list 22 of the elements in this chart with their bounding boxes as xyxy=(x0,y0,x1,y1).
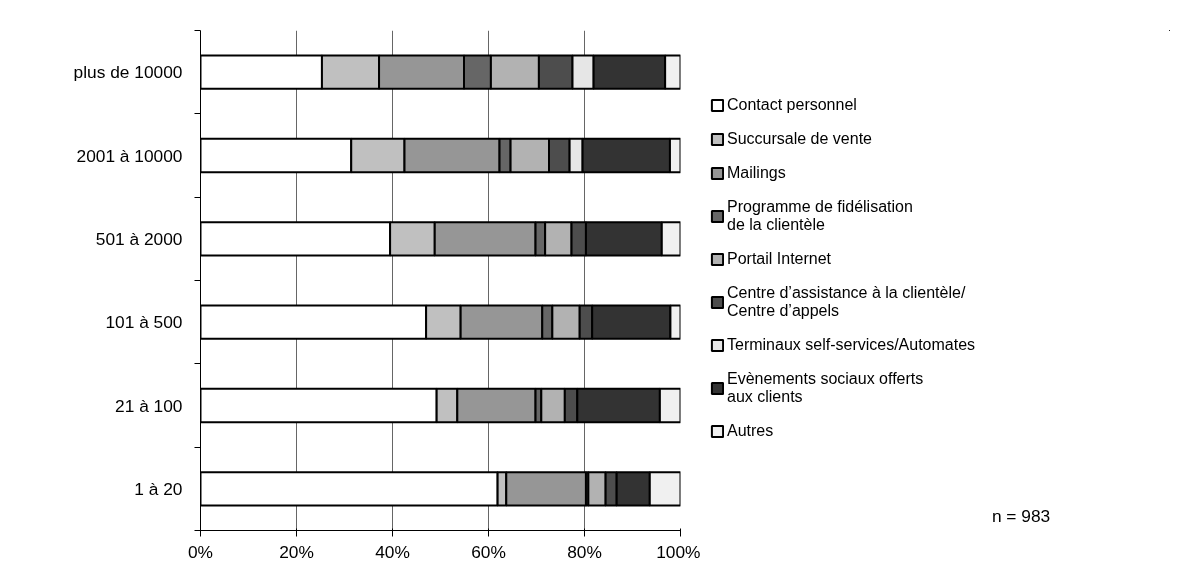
y-tick-label: 501 à 2000 xyxy=(95,228,183,249)
y-tick-label: 1 à 20 xyxy=(134,478,183,499)
y-tick-label: 101 à 500 xyxy=(105,312,183,333)
legend-label: Succursale de vente xyxy=(727,130,872,148)
legend-label: Evènements sociaux offerts aux clients xyxy=(727,370,924,406)
legend-label: Programme de fidélisation de la clientèle xyxy=(727,198,913,234)
legend-label: Centre d’assistance à la clientèle/ Centre d’appels xyxy=(727,284,966,320)
x-tick-label: 60% xyxy=(471,541,506,562)
legend-label: Portail Internet xyxy=(727,250,832,268)
text: n = 983 xyxy=(991,505,1051,526)
legend-label: Terminaux self-services/Automates xyxy=(727,336,976,354)
x-tick-label: 80% xyxy=(567,541,602,562)
y-tick-label: 2001 à 10000 xyxy=(76,145,183,166)
y-tick-label: plus de 10000 xyxy=(73,62,183,83)
x-tick-label: 20% xyxy=(279,541,314,562)
legend-label: Mailings xyxy=(727,164,786,182)
y-tick-label: 21 à 100 xyxy=(115,395,183,416)
legend-label: Contact personnel xyxy=(727,96,857,114)
legend-label: Autres xyxy=(727,422,774,440)
x-tick-label: 0% xyxy=(187,541,214,562)
x-tick-label: 40% xyxy=(375,541,410,562)
x-tick-label: 100% xyxy=(656,541,701,562)
